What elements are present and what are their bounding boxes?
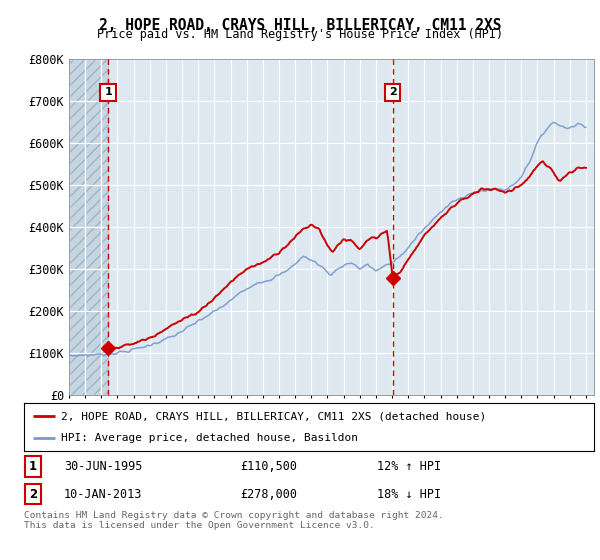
Text: 1: 1 [29,460,37,473]
Bar [69,59,108,395]
Text: 18% ↓ HPI: 18% ↓ HPI [377,488,442,501]
Text: 2, HOPE ROAD, CRAYS HILL, BILLERICAY, CM11 2XS: 2, HOPE ROAD, CRAYS HILL, BILLERICAY, CM… [99,18,501,33]
Text: 2, HOPE ROAD, CRAYS HILL, BILLERICAY, CM11 2XS (detached house): 2, HOPE ROAD, CRAYS HILL, BILLERICAY, CM… [61,411,487,421]
Text: £110,500: £110,500 [241,460,298,473]
Text: 12% ↑ HPI: 12% ↑ HPI [377,460,442,473]
Text: HPI: Average price, detached house, Basildon: HPI: Average price, detached house, Basi… [61,433,358,443]
Text: 2: 2 [29,488,37,501]
Text: £278,000: £278,000 [241,488,298,501]
Text: Contains HM Land Registry data © Crown copyright and database right 2024.
This d: Contains HM Land Registry data © Crown c… [24,511,444,530]
Text: Price paid vs. HM Land Registry's House Price Index (HPI): Price paid vs. HM Land Registry's House … [97,28,503,41]
Text: 30-JUN-1995: 30-JUN-1995 [64,460,142,473]
Text: 2: 2 [389,87,397,97]
Text: 1: 1 [104,87,112,97]
Text: 10-JAN-2013: 10-JAN-2013 [64,488,142,501]
